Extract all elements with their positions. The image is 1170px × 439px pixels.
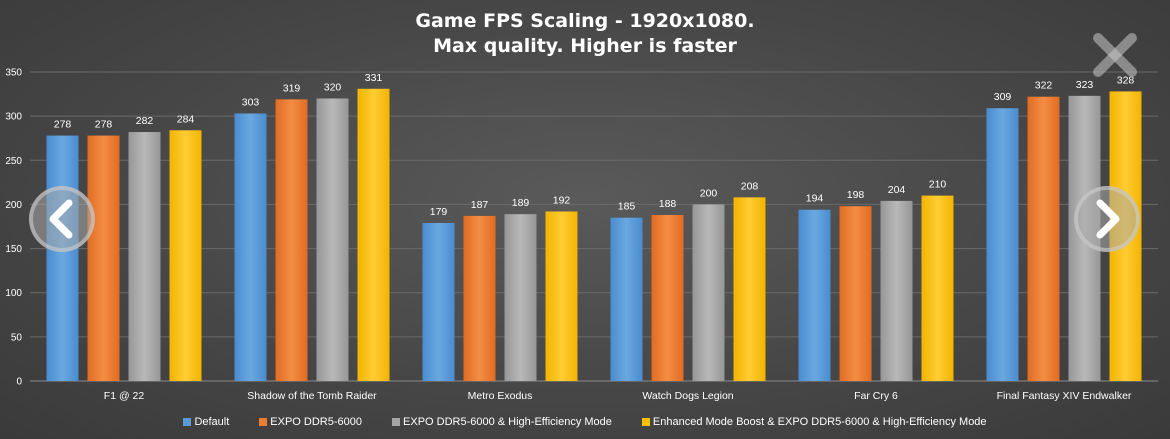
data-label: 319 [283, 82, 301, 94]
y-tick-label: 0 [16, 377, 22, 388]
gridlines [30, 71, 1158, 382]
legend-label: EXPO DDR5-6000 [270, 416, 363, 428]
y-tick-label: 350 [5, 68, 22, 79]
bar [610, 217, 643, 381]
legend-swatch [259, 418, 268, 426]
legend-swatch [183, 418, 192, 426]
data-label: 303 [242, 96, 260, 108]
close-icon [1093, 33, 1137, 77]
x-tick-label: F1 @ 22 [104, 390, 145, 402]
x-tick-label: Metro Exodus [468, 390, 533, 402]
data-label: 322 [1035, 80, 1053, 92]
bar [921, 195, 954, 381]
bar [234, 113, 267, 381]
bar [422, 222, 455, 381]
bar [169, 130, 202, 381]
legend-swatch [392, 418, 401, 426]
bar [880, 200, 913, 381]
legend-item: EXPO DDR5-6000 [259, 415, 362, 429]
y-tick-label: 200 [5, 200, 22, 211]
data-label: 189 [512, 197, 530, 209]
bar [798, 209, 831, 381]
data-label: 309 [994, 91, 1012, 103]
bar [504, 214, 537, 381]
y-axis-ticks: 0 50 100 150 200 250 300 350 [5, 68, 22, 388]
data-label: 331 [365, 72, 383, 84]
bar [463, 215, 496, 381]
y-tick-label: 300 [5, 112, 22, 123]
legend-item: EXPO DDR5-6000 & High-Efficiency Mode [392, 415, 612, 429]
legend: Default EXPO DDR5-6000 EXPO DDR5-6000 & Hi… [0, 415, 1170, 429]
bar [275, 99, 308, 382]
data-label: 278 [54, 119, 72, 131]
data-label: 210 [929, 179, 947, 191]
legend-item: Default [183, 415, 229, 429]
data-label: 200 [700, 187, 718, 199]
x-tick-label: Far Cry 6 [854, 390, 898, 402]
previous-button[interactable] [29, 186, 95, 252]
bar [316, 98, 349, 381]
data-label: 204 [888, 184, 906, 196]
chevron-right-icon [1096, 199, 1120, 239]
chart-title-line2: Max quality. Higher is faster [433, 35, 737, 57]
y-tick-label: 100 [5, 288, 22, 299]
bar [692, 204, 725, 381]
data-label: 192 [553, 194, 571, 206]
data-label: 328 [1117, 74, 1135, 86]
next-button[interactable] [1074, 186, 1140, 252]
legend-label: Default [194, 416, 230, 428]
legend-item: Enhanced Mode Boost & EXPO DDR5-6000 & H… [641, 415, 987, 429]
data-label: 187 [471, 199, 489, 211]
x-tick-label: Watch Dogs Legion [642, 390, 733, 402]
data-label: 323 [1076, 79, 1094, 91]
data-label: 188 [659, 198, 677, 210]
data-labels: 278 278 282 284 303 319 320 331 179 187 189 192 185 1… [54, 72, 1135, 218]
data-label: 198 [847, 189, 865, 201]
bar [839, 206, 872, 381]
data-label: 320 [324, 81, 342, 93]
data-label: 208 [741, 180, 759, 192]
data-label: 179 [430, 206, 448, 218]
y-tick-label: 50 [11, 332, 23, 343]
bars [46, 88, 1142, 382]
chevron-left-icon [49, 199, 73, 239]
y-tick-label: 150 [5, 244, 22, 255]
bar [733, 197, 766, 381]
data-label: 278 [95, 119, 113, 131]
legend-swatch [641, 418, 650, 426]
bar [46, 135, 79, 381]
x-tick-label: Final Fantasy XIV Endwalker [997, 390, 1132, 402]
data-label: 194 [806, 193, 824, 205]
legend-label: EXPO DDR5-6000 & High-Efficiency Mode [403, 416, 612, 428]
bar [1027, 96, 1060, 381]
legend-label: Enhanced Mode Boost & EXPO DDR5-6000 & H… [652, 416, 987, 428]
chart-title-line1: Game FPS Scaling - 1920x1080. [415, 10, 755, 32]
bar [128, 132, 161, 381]
bar [986, 108, 1019, 381]
bar [651, 215, 684, 381]
data-label: 284 [177, 113, 195, 125]
data-label: 282 [136, 115, 154, 127]
bar [87, 135, 120, 381]
y-tick-label: 250 [5, 156, 22, 167]
x-axis-labels: F1 @ 22 Shadow of the Tomb Raider Metro Ex… [104, 390, 1132, 402]
bar [357, 88, 390, 381]
close-button[interactable] [1090, 30, 1140, 80]
x-tick-label: Shadow of the Tomb Raider [247, 390, 377, 402]
bar [545, 211, 578, 381]
data-label: 185 [618, 201, 636, 213]
